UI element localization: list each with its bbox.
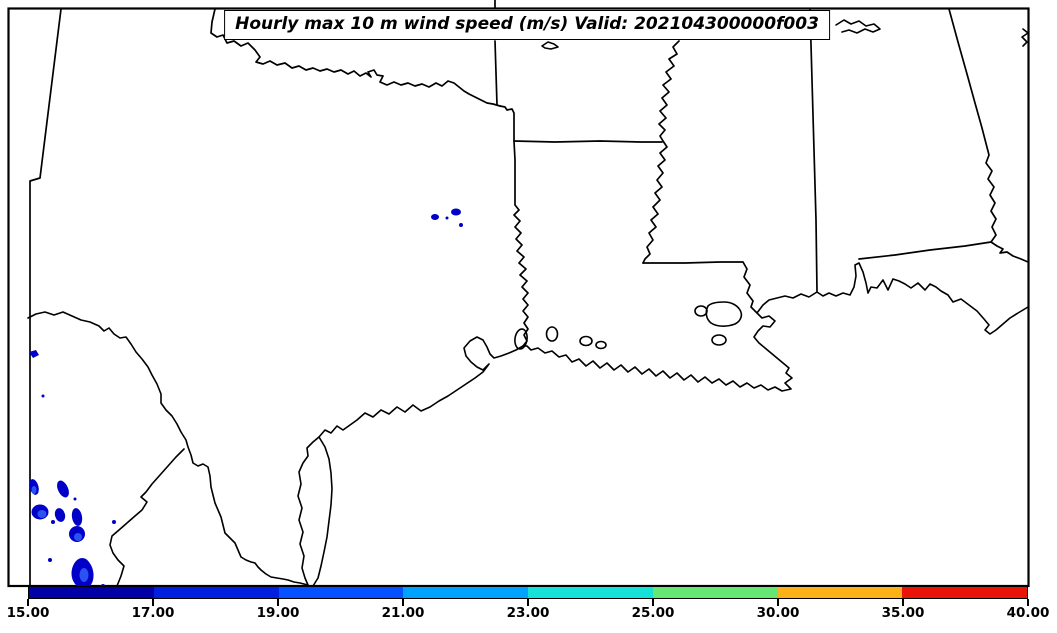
border-arkansas-louisiana	[513, 140, 663, 143]
colorbar-tick-label-3: 21.00	[381, 605, 425, 621]
border-alabama-georgia	[948, 8, 997, 243]
lake-salvador	[711, 334, 727, 346]
border-mississippi-alabama	[809, 8, 818, 292]
colorbar-tick-label-0: 15.00	[6, 605, 50, 621]
colorbar-tick-label-7: 35.00	[881, 605, 925, 621]
colorbar-tick-label-6: 30.00	[756, 605, 800, 621]
colorbar-tick-label-8: 40.00	[1006, 605, 1050, 621]
coastline	[27, 262, 1029, 587]
wind-patches-dark	[29, 208, 463, 589]
border-oklahoma-arkansas	[494, 0, 498, 106]
state-borders	[29, 0, 1029, 587]
colorbar: 15.00 17.00 19.00 21.00 23.00 25.00 30.00 35.00…	[7, 586, 1049, 621]
small-lake-oklahoma	[541, 41, 559, 50]
colorbar-segment-6	[777, 587, 903, 598]
map-title: Hourly max 10 m wind speed (m/s) Valid: …	[235, 14, 819, 34]
border-mississippi-river	[642, 40, 680, 264]
border-alabama-florida	[858, 241, 1029, 263]
border-texas-louisiana-sabine	[513, 140, 529, 347]
colorbar-tick-label-2: 19.00	[256, 605, 300, 621]
rivers-and-lakes	[514, 19, 1029, 350]
colorbar-segment-2	[278, 587, 404, 598]
lake-maurepas	[694, 305, 708, 317]
tennessee-river	[835, 19, 881, 34]
calcasieu-lake	[545, 326, 559, 342]
colorbar-segment-7	[902, 587, 1027, 598]
map-title-box: Hourly max 10 m wind speed (m/s) Valid: …	[224, 10, 830, 40]
colorbar-tick-3	[402, 599, 404, 606]
colorbar-tick-1	[152, 599, 154, 606]
mexico-state-borders	[109, 448, 185, 587]
colorbar-tick-2	[277, 599, 279, 606]
sabine-lake	[514, 328, 528, 350]
border-texas-arkansas	[499, 105, 515, 142]
colorbar-segment-5	[652, 587, 778, 598]
white-lake	[595, 340, 607, 350]
map-frame	[7, 7, 1030, 588]
colorbar-tick-7	[902, 599, 904, 606]
coosa-river-mark	[1021, 28, 1029, 47]
wind-patches-bright	[31, 486, 89, 582]
colorbar-tick-4	[527, 599, 529, 606]
border-newmexico-texas	[29, 8, 62, 587]
colorbar-segment-1	[153, 587, 279, 598]
colorbar-segment-4	[528, 587, 653, 598]
rio-grande	[27, 311, 309, 586]
colorbar-tick-5	[652, 599, 654, 606]
padre-island	[312, 436, 333, 587]
lake-pontchartrain	[705, 301, 743, 327]
colorbar-tick-6	[777, 599, 779, 606]
grand-lake	[579, 335, 593, 347]
colorbar-tick-label-1: 17.00	[131, 605, 175, 621]
colorbar-tick-label-5: 25.00	[631, 605, 675, 621]
border-texas-oklahoma-red-river	[210, 8, 501, 107]
border-louisiana-mississippi	[642, 261, 758, 314]
gulf-coast-texas	[297, 336, 524, 586]
colorbar-segment-0	[29, 587, 154, 598]
colorbar-bar	[28, 586, 1028, 599]
colorbar-tick-0	[27, 599, 29, 606]
gulf-coast-east	[522, 262, 1029, 392]
colorbar-tick-label-4: 23.00	[506, 605, 550, 621]
colorbar-tick-8	[1027, 599, 1029, 606]
colorbar-segment-3	[403, 587, 528, 598]
